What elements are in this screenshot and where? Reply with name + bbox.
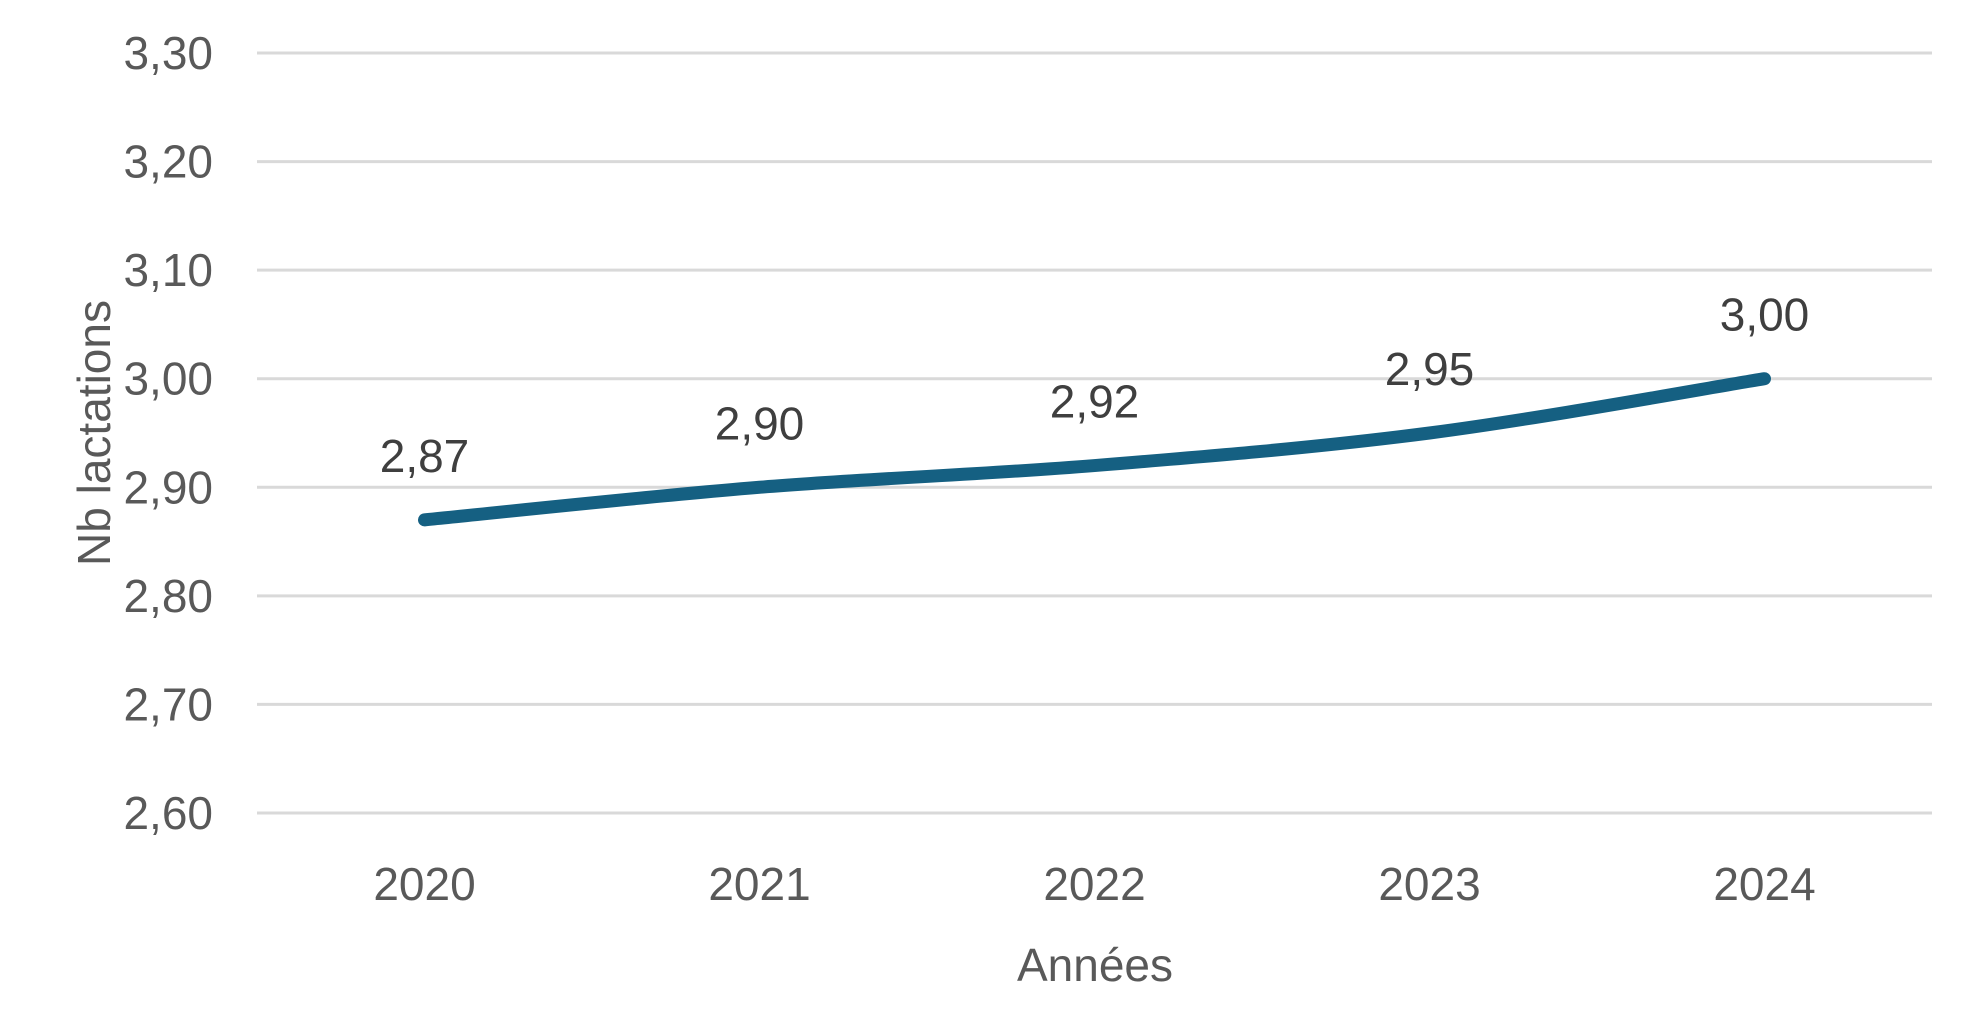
data-label: 3,00 bbox=[1720, 289, 1810, 341]
y-tick-label: 3,30 bbox=[123, 27, 213, 79]
x-tick-label: 2024 bbox=[1713, 858, 1815, 910]
y-tick-label: 3,10 bbox=[123, 244, 213, 296]
grid-layer bbox=[257, 51, 1932, 815]
x-tick-label: 2021 bbox=[708, 858, 810, 910]
series-layer bbox=[418, 372, 1771, 527]
label-layer: 2,60 2,70 2,80 2,90 3,00 3,10 3,20 3,30 2020 2021… bbox=[123, 27, 1815, 910]
data-label: 2,95 bbox=[1385, 343, 1475, 395]
y-tick-label: 2,60 bbox=[123, 787, 213, 839]
y-tick-label: 3,20 bbox=[123, 136, 213, 188]
y-tick-label: 2,90 bbox=[123, 461, 213, 513]
y-tick-label: 2,80 bbox=[123, 570, 213, 622]
data-label: 2,90 bbox=[715, 397, 805, 449]
y-axis-title: Nb lactations bbox=[68, 300, 120, 566]
y-tick-label: 2,70 bbox=[123, 678, 213, 730]
series-line bbox=[418, 372, 1771, 527]
x-tick-label: 2020 bbox=[373, 858, 475, 910]
x-tick-label: 2023 bbox=[1378, 858, 1480, 910]
data-label: 2,92 bbox=[1050, 376, 1140, 428]
x-tick-label: 2022 bbox=[1043, 858, 1145, 910]
y-tick-label: 3,00 bbox=[123, 353, 213, 405]
x-axis-title: Années bbox=[1017, 939, 1173, 991]
data-label: 2,87 bbox=[380, 430, 470, 482]
